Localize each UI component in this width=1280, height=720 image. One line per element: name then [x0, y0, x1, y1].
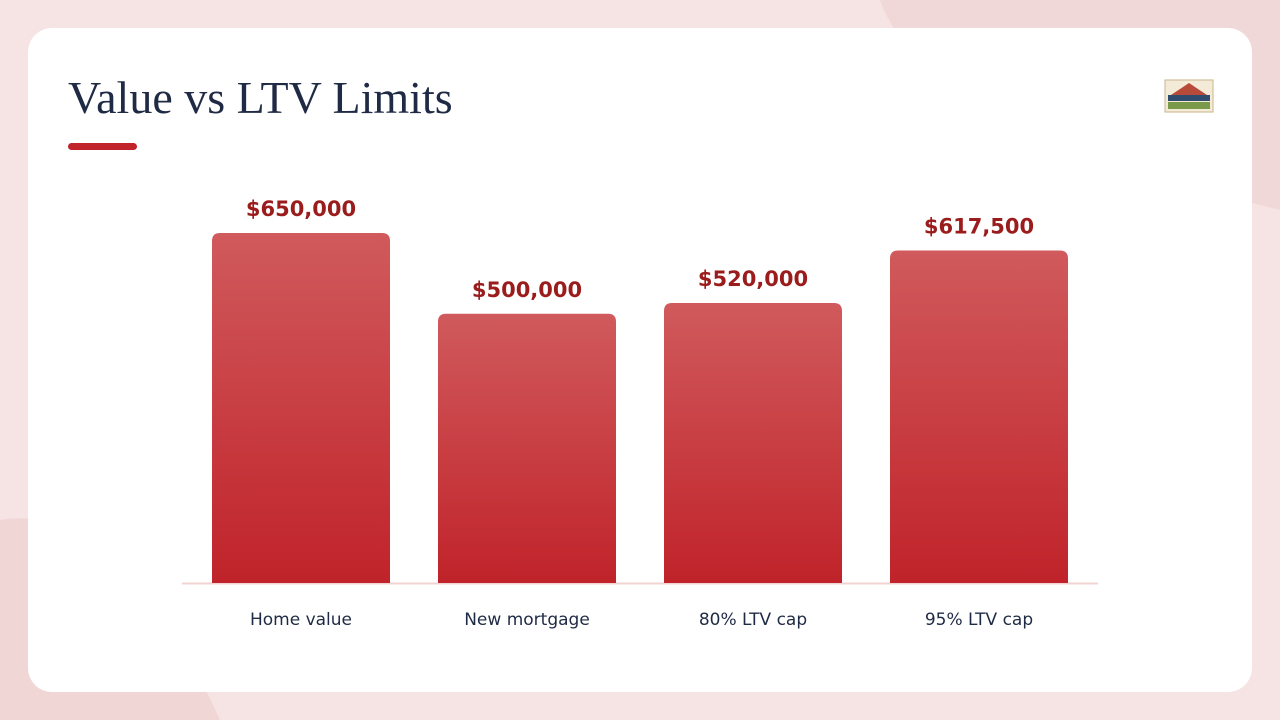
bar: [212, 233, 390, 583]
logo-ground: [1168, 102, 1210, 109]
x-tick-label: New mortgage: [464, 610, 590, 630]
x-tick-label: 80% LTV cap: [699, 610, 807, 630]
bar: [664, 303, 842, 583]
bar: [438, 313, 616, 583]
title-underline: [68, 143, 137, 150]
value-label: $650,000: [246, 197, 356, 221]
logo: [1164, 79, 1214, 113]
x-tick-label: Home value: [250, 610, 352, 630]
logo-band: [1168, 95, 1210, 101]
value-label: $500,000: [472, 278, 582, 302]
bar: [890, 250, 1068, 583]
x-tick-label: 95% LTV cap: [925, 610, 1033, 630]
value-label: $617,500: [924, 215, 1034, 239]
value-label: $520,000: [698, 267, 808, 291]
chart-title: Value vs LTV Limits: [68, 72, 453, 123]
logo-roof: [1168, 83, 1210, 97]
card: [28, 28, 1252, 692]
